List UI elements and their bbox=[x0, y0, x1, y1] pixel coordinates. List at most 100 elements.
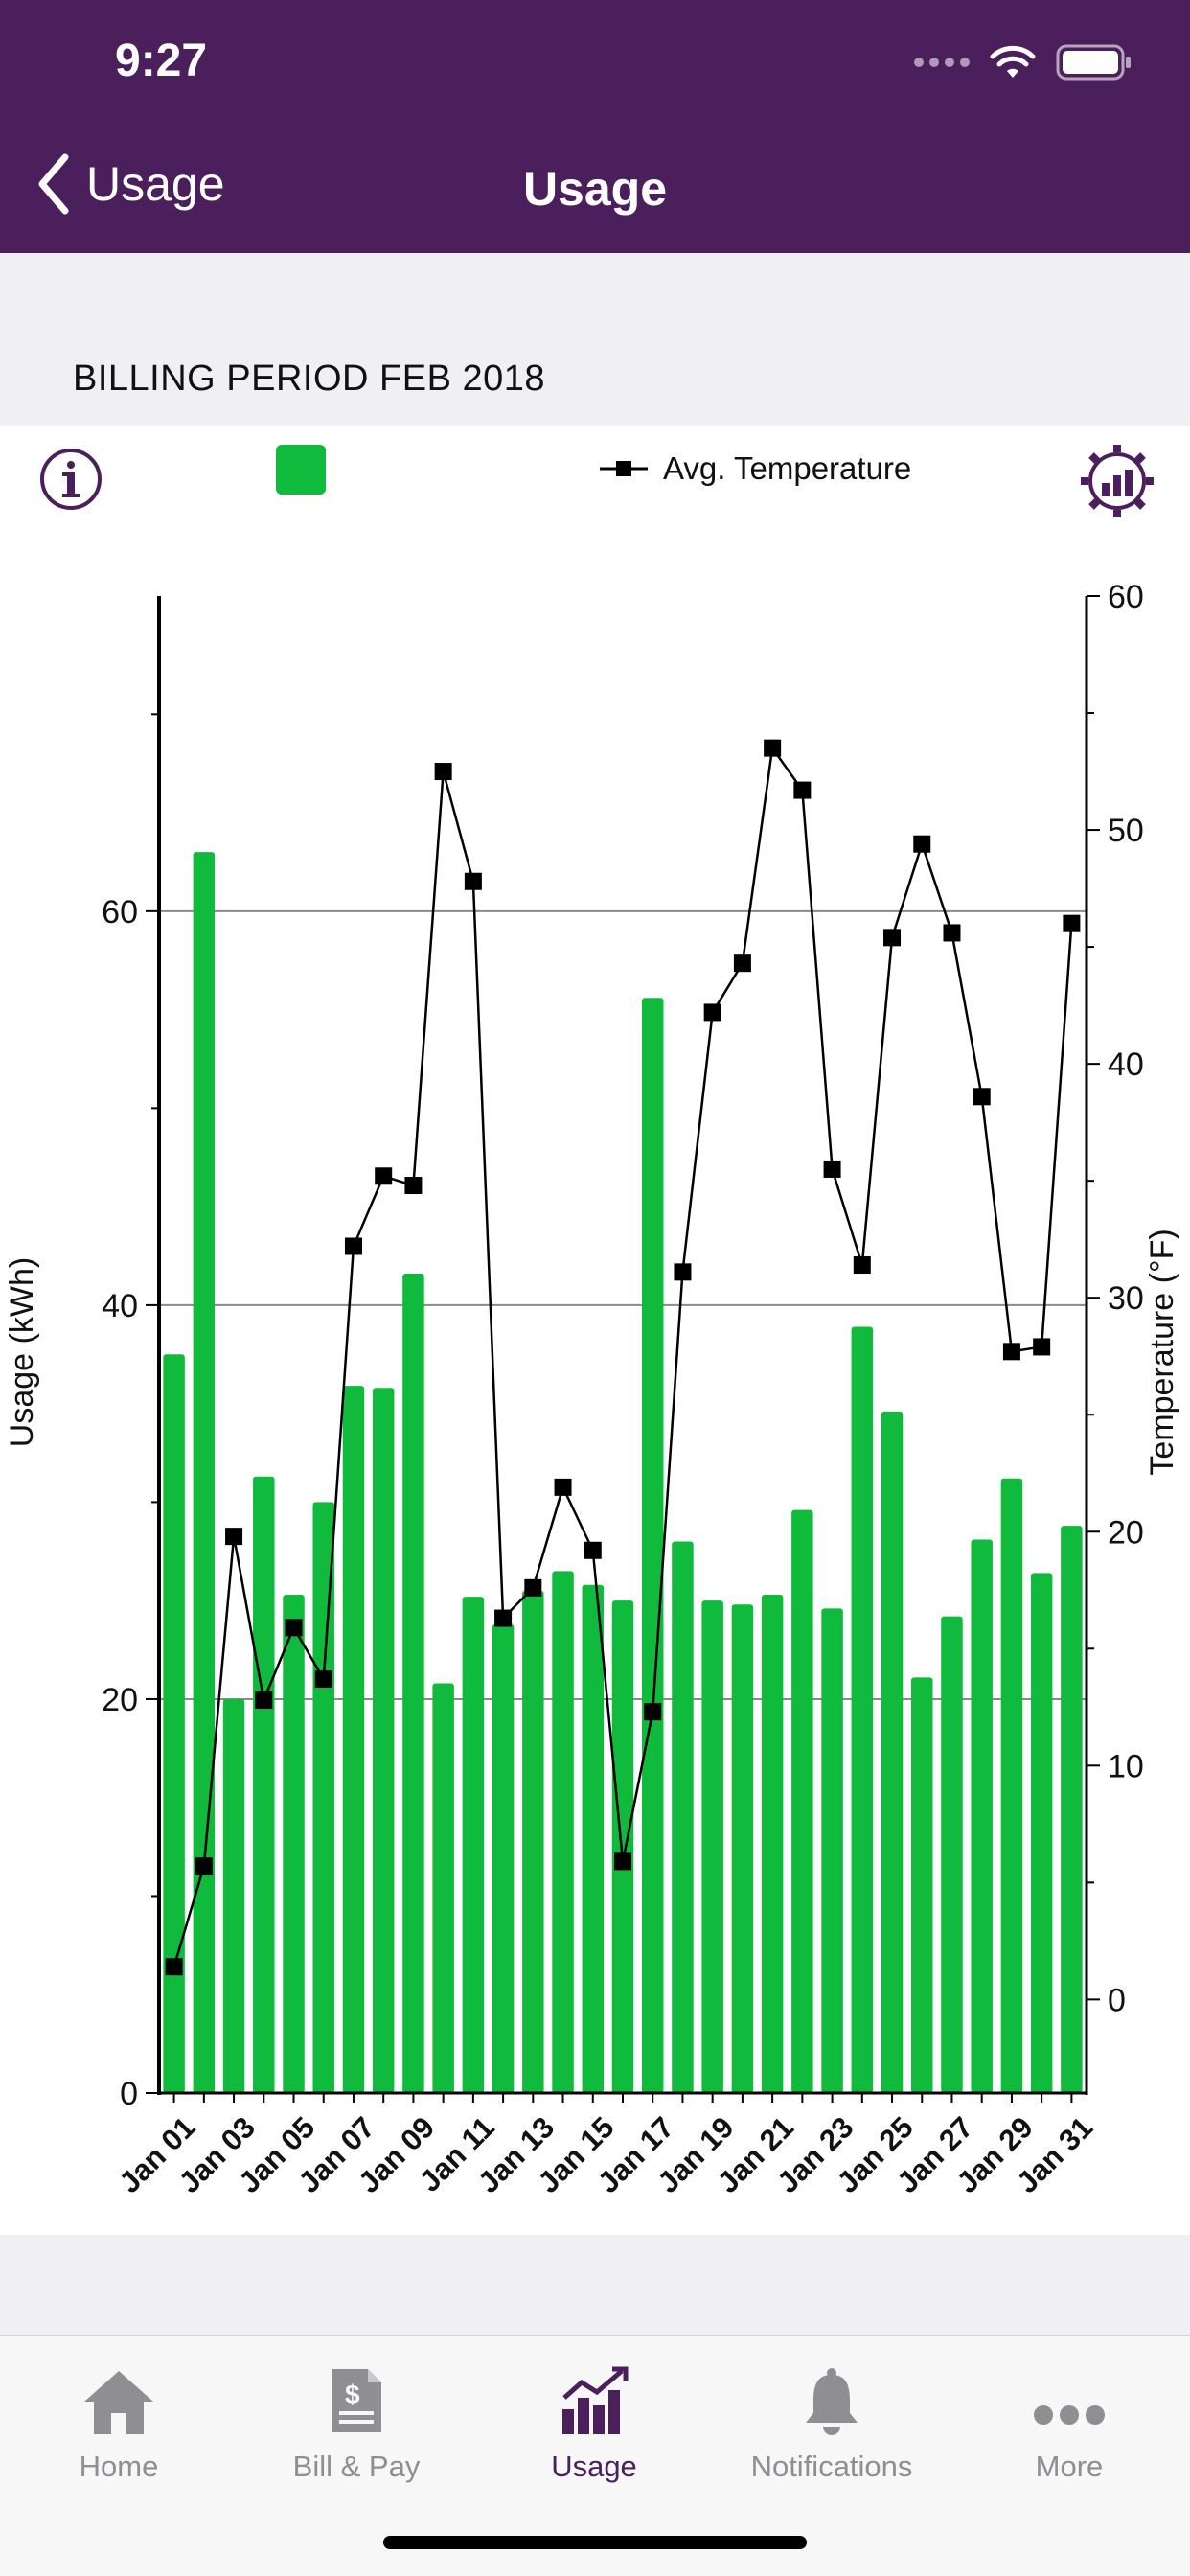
temperature-point bbox=[913, 835, 931, 853]
tab-home[interactable]: Home bbox=[0, 2354, 238, 2488]
tab-notifications-label: Notifications bbox=[750, 2450, 913, 2483]
battery-icon bbox=[1056, 44, 1131, 80]
y2-tick-label: 20 bbox=[1108, 1514, 1144, 1551]
tab-bill-pay[interactable]: $ Bill & Pay bbox=[238, 2354, 475, 2488]
temperature-point bbox=[943, 924, 961, 942]
usage-bar bbox=[821, 1608, 843, 2093]
usage-bar bbox=[1000, 1478, 1023, 2093]
tab-bill-pay-label: Bill & Pay bbox=[292, 2450, 421, 2483]
tab-usage-label: Usage bbox=[551, 2450, 637, 2483]
temperature-point bbox=[823, 1160, 841, 1178]
usage-bar bbox=[881, 1411, 904, 2093]
usage-bar bbox=[1061, 1526, 1083, 2093]
temperature-point bbox=[644, 1703, 662, 1721]
temperature-point bbox=[793, 781, 812, 799]
temperature-point bbox=[703, 1003, 721, 1022]
temperature-point bbox=[973, 1088, 991, 1106]
temperature-point bbox=[285, 1619, 303, 1637]
status-time: 9:27 bbox=[115, 35, 208, 86]
temperature-point bbox=[195, 1857, 213, 1875]
usage-bar bbox=[253, 1476, 275, 2093]
usage-bar bbox=[462, 1597, 485, 2093]
usage-icon bbox=[562, 2366, 629, 2434]
temperature-point bbox=[255, 1690, 273, 1709]
usage-bar bbox=[163, 1354, 185, 2093]
y2-tick-label: 10 bbox=[1108, 1748, 1144, 1784]
usage-bar bbox=[432, 1683, 454, 2093]
y2-tick-label: 50 bbox=[1108, 813, 1144, 849]
y2-tick-label: 60 bbox=[1108, 579, 1144, 615]
y2-tick-label: 40 bbox=[1108, 1046, 1144, 1083]
usage-bar bbox=[1030, 1573, 1053, 2093]
info-icon[interactable] bbox=[38, 447, 103, 517]
page-title: Usage bbox=[522, 162, 668, 216]
legend-line-marker-icon bbox=[600, 461, 648, 476]
usage-bar bbox=[941, 1616, 963, 2093]
usage-bar bbox=[222, 1698, 245, 2093]
temperature-point bbox=[853, 1256, 871, 1275]
bill-icon: $ bbox=[332, 2369, 381, 2432]
usage-bar bbox=[312, 1502, 334, 2093]
cellular-signal-icon bbox=[914, 58, 970, 67]
temperature-point bbox=[494, 1609, 513, 1627]
usage-bar bbox=[701, 1600, 723, 2093]
home-icon bbox=[84, 2371, 153, 2434]
usage-bar bbox=[402, 1274, 424, 2093]
temperature-point bbox=[375, 1167, 393, 1185]
usage-bar bbox=[641, 998, 664, 2093]
more-icon bbox=[1034, 2405, 1105, 2425]
back-label: Usage bbox=[86, 157, 225, 211]
chart-settings-icon[interactable] bbox=[1077, 441, 1157, 526]
wifi-icon bbox=[990, 45, 1036, 78]
y2-tick-label: 0 bbox=[1108, 1982, 1126, 2018]
usage-bar bbox=[851, 1326, 874, 2093]
tab-home-label: Home bbox=[79, 2450, 159, 2483]
temperature-point bbox=[614, 1852, 631, 1871]
usage-bar bbox=[193, 852, 216, 2093]
legend-usage-swatch bbox=[276, 445, 326, 494]
bell-icon bbox=[806, 2368, 858, 2435]
temperature-point bbox=[1063, 914, 1081, 932]
usage-bar bbox=[582, 1584, 605, 2093]
tab-more-label: More bbox=[1035, 2450, 1104, 2483]
usage-bar bbox=[283, 1595, 305, 2093]
usage-bar bbox=[372, 1388, 395, 2093]
status-icons bbox=[914, 44, 1133, 80]
y2-tick-label: 30 bbox=[1108, 1280, 1144, 1317]
temperature-point bbox=[1033, 1338, 1051, 1356]
y2-axis-title: Temperature (°F) bbox=[1144, 1229, 1180, 1475]
legend-temperature: Avg. Temperature bbox=[600, 450, 911, 487]
y-tick-label: 0 bbox=[120, 2076, 138, 2112]
billing-period-label: BILLING PERIOD FEB 2018 bbox=[73, 358, 546, 399]
chevron-left-icon bbox=[38, 153, 69, 215]
temperature-point bbox=[165, 1958, 183, 1976]
temperature-point bbox=[344, 1237, 362, 1255]
legend-temperature-label: Avg. Temperature bbox=[663, 450, 912, 486]
y-tick-label: 60 bbox=[102, 894, 138, 931]
tab-notifications[interactable]: Notifications bbox=[713, 2354, 950, 2488]
usage-bar bbox=[761, 1595, 784, 2093]
back-button[interactable]: Usage bbox=[34, 153, 225, 215]
usage-bar bbox=[672, 1541, 694, 2093]
temperature-point bbox=[764, 739, 782, 757]
usage-bar bbox=[911, 1677, 933, 2093]
y-tick-label: 20 bbox=[102, 1682, 138, 1718]
usage-bar bbox=[522, 1590, 544, 2093]
temperature-point bbox=[524, 1578, 542, 1597]
temperature-point bbox=[464, 872, 482, 890]
temperature-point bbox=[404, 1177, 423, 1195]
usage-bar bbox=[611, 1600, 634, 2093]
tab-more[interactable]: More bbox=[950, 2354, 1188, 2488]
tab-usage[interactable]: Usage bbox=[475, 2354, 713, 2488]
temperature-point bbox=[554, 1478, 572, 1496]
usage-bar bbox=[791, 1509, 813, 2093]
bottom-spacer bbox=[0, 2235, 1190, 2334]
temperature-point bbox=[584, 1541, 602, 1559]
usage-bar bbox=[731, 1604, 754, 2093]
billing-period-bar: BILLING PERIOD FEB 2018 bbox=[0, 253, 1190, 426]
temperature-point bbox=[674, 1263, 692, 1281]
temperature-point bbox=[733, 954, 751, 973]
temperature-point bbox=[1002, 1343, 1020, 1361]
